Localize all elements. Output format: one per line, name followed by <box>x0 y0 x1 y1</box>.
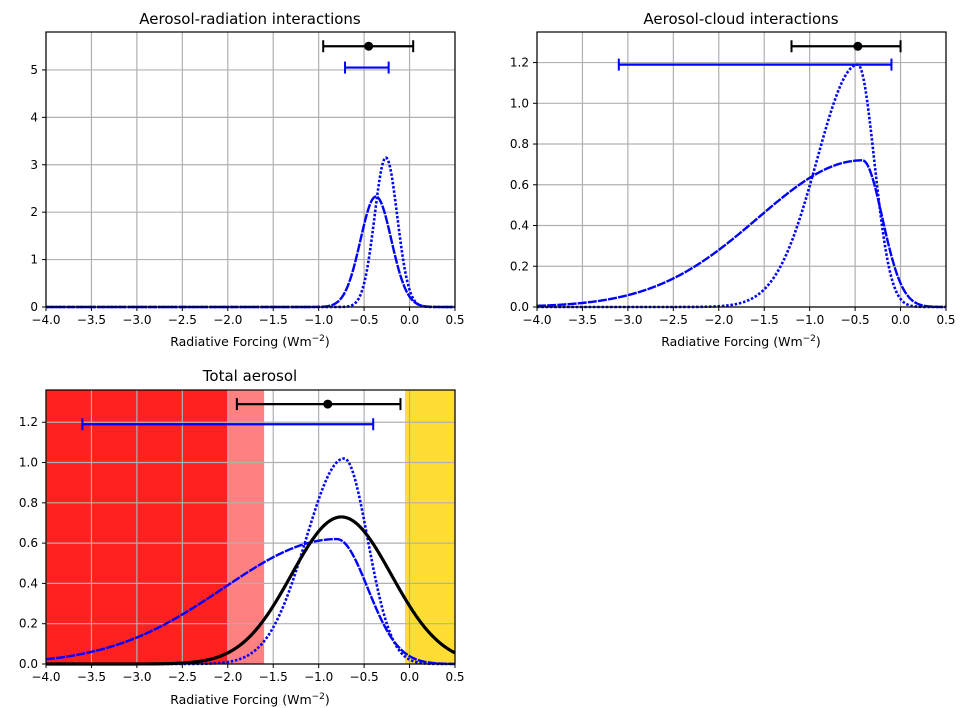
x-tick-label: −1.5 <box>259 670 288 684</box>
x-tick-label: 0.0 <box>891 313 910 327</box>
x-tick-label: 0.5 <box>936 313 955 327</box>
y-tick-label: 0.0 <box>19 657 38 671</box>
y-tick-label: 0.2 <box>510 259 529 273</box>
x-tick-label: −3.5 <box>77 313 106 327</box>
x-tick-label: −2.0 <box>704 313 733 327</box>
y-tick-label: 0.6 <box>510 178 529 192</box>
x-tick-label: 0.5 <box>445 313 464 327</box>
y-tick-label: 4 <box>30 110 38 124</box>
plot-area: −4.0 −3.5 −3.0 −2.5 −2.0 −1.5 −1.0 −0.5 0.0 0.5 0 1… <box>30 31 465 327</box>
y-tick-label: 1.2 <box>510 56 529 70</box>
x-tick-label: −1.5 <box>750 313 779 327</box>
errorbar-center-marker <box>364 41 374 51</box>
x-axis-label: Radiative Forcing (Wm−2) <box>661 334 821 349</box>
x-tick-label: −3.5 <box>568 313 597 327</box>
x-tick-label: −3.0 <box>613 313 642 327</box>
errorbar-center-marker <box>323 399 333 409</box>
y-tick-label: 0.4 <box>19 576 38 590</box>
axes-frame <box>536 31 947 308</box>
y-tick-label: 0.8 <box>510 137 529 151</box>
x-tick-label: −3.0 <box>122 670 151 684</box>
y-tick-label: 1.0 <box>19 456 38 470</box>
x-tick-label: −0.5 <box>350 313 379 327</box>
x-tick-label: −1.5 <box>259 313 288 327</box>
panel-aerosol-radiation: −4.0 −3.5 −3.0 −2.5 −2.0 −1.5 −1.0 −0.5 0.0 0.5 0 1… <box>30 10 464 349</box>
solid-distribution-curve <box>46 195 455 309</box>
x-tick-label: −2.0 <box>213 670 242 684</box>
y-tick-label: 0.8 <box>19 496 38 510</box>
y-tick-label: 0.4 <box>510 219 529 233</box>
y-tick-label: 5 <box>30 63 38 77</box>
solid-distribution-curve <box>45 537 456 666</box>
y-tick-label: 1 <box>30 253 38 267</box>
panel-title: Aerosol-cloud interactions <box>643 10 838 28</box>
y-tick-label: 1.2 <box>19 415 38 429</box>
x-tick-label: −1.0 <box>795 313 824 327</box>
dotted-distribution-curve <box>46 156 455 309</box>
x-tick-label: −2.5 <box>168 670 197 684</box>
panel-title: Total aerosol <box>202 367 297 385</box>
x-tick-label: −2.5 <box>168 313 197 327</box>
dotted-distribution-curve <box>537 63 946 309</box>
axes-frame <box>45 31 456 308</box>
x-tick-label: 0.0 <box>400 670 419 684</box>
x-tick-label: −0.5 <box>841 313 870 327</box>
x-tick-label: −4.0 <box>31 670 60 684</box>
x-tick-label: −3.0 <box>122 313 151 327</box>
x-tick-label: −4.0 <box>522 313 551 327</box>
panel-aerosol-cloud: −4.0 −3.5 −3.0 −2.5 −2.0 −1.5 −1.0 −0.5 0.0 0.5 0.… <box>510 10 956 349</box>
y-tick-label: 1.0 <box>510 96 529 110</box>
shaded-band <box>227 390 265 664</box>
y-tick-label: 0.2 <box>19 617 38 631</box>
y-tick-label: 0.6 <box>19 536 38 550</box>
panel-title: Aerosol-radiation interactions <box>139 10 361 28</box>
x-tick-label: −2.5 <box>659 313 688 327</box>
x-tick-label: −3.5 <box>77 670 106 684</box>
x-axis-label: Radiative Forcing (Wm−2) <box>170 334 330 349</box>
dotted-distribution-curve <box>46 457 455 666</box>
panel-total-aerosol: −4.0 −3.5 −3.0 −2.5 −2.0 −1.5 −1.0 −0.5 0.0 0.5 0.… <box>19 367 465 707</box>
shaded-band <box>405 390 455 664</box>
x-tick-label: 0.5 <box>445 670 464 684</box>
x-tick-label: 0.0 <box>400 313 419 327</box>
errorbar-center-marker <box>853 41 863 51</box>
solid-distribution-curve <box>536 159 947 309</box>
x-tick-label: −4.0 <box>31 313 60 327</box>
plot-area: −4.0 −3.5 −3.0 −2.5 −2.0 −1.5 −1.0 −0.5 0.0 0.5 0.… <box>19 389 465 684</box>
x-tick-label: −1.0 <box>304 670 333 684</box>
axes-frame <box>45 389 456 665</box>
x-axis-label: Radiative Forcing (Wm−2) <box>170 692 330 707</box>
y-tick-label: 0 <box>30 300 38 314</box>
x-tick-label: −2.0 <box>213 313 242 327</box>
x-tick-label: −0.5 <box>350 670 379 684</box>
x-tick-label: −1.0 <box>304 313 333 327</box>
y-tick-label: 2 <box>30 205 38 219</box>
y-tick-label: 3 <box>30 158 38 172</box>
plot-area: −4.0 −3.5 −3.0 −2.5 −2.0 −1.5 −1.0 −0.5 0.0 0.5 0.… <box>510 31 956 327</box>
y-tick-label: 0.0 <box>510 300 529 314</box>
